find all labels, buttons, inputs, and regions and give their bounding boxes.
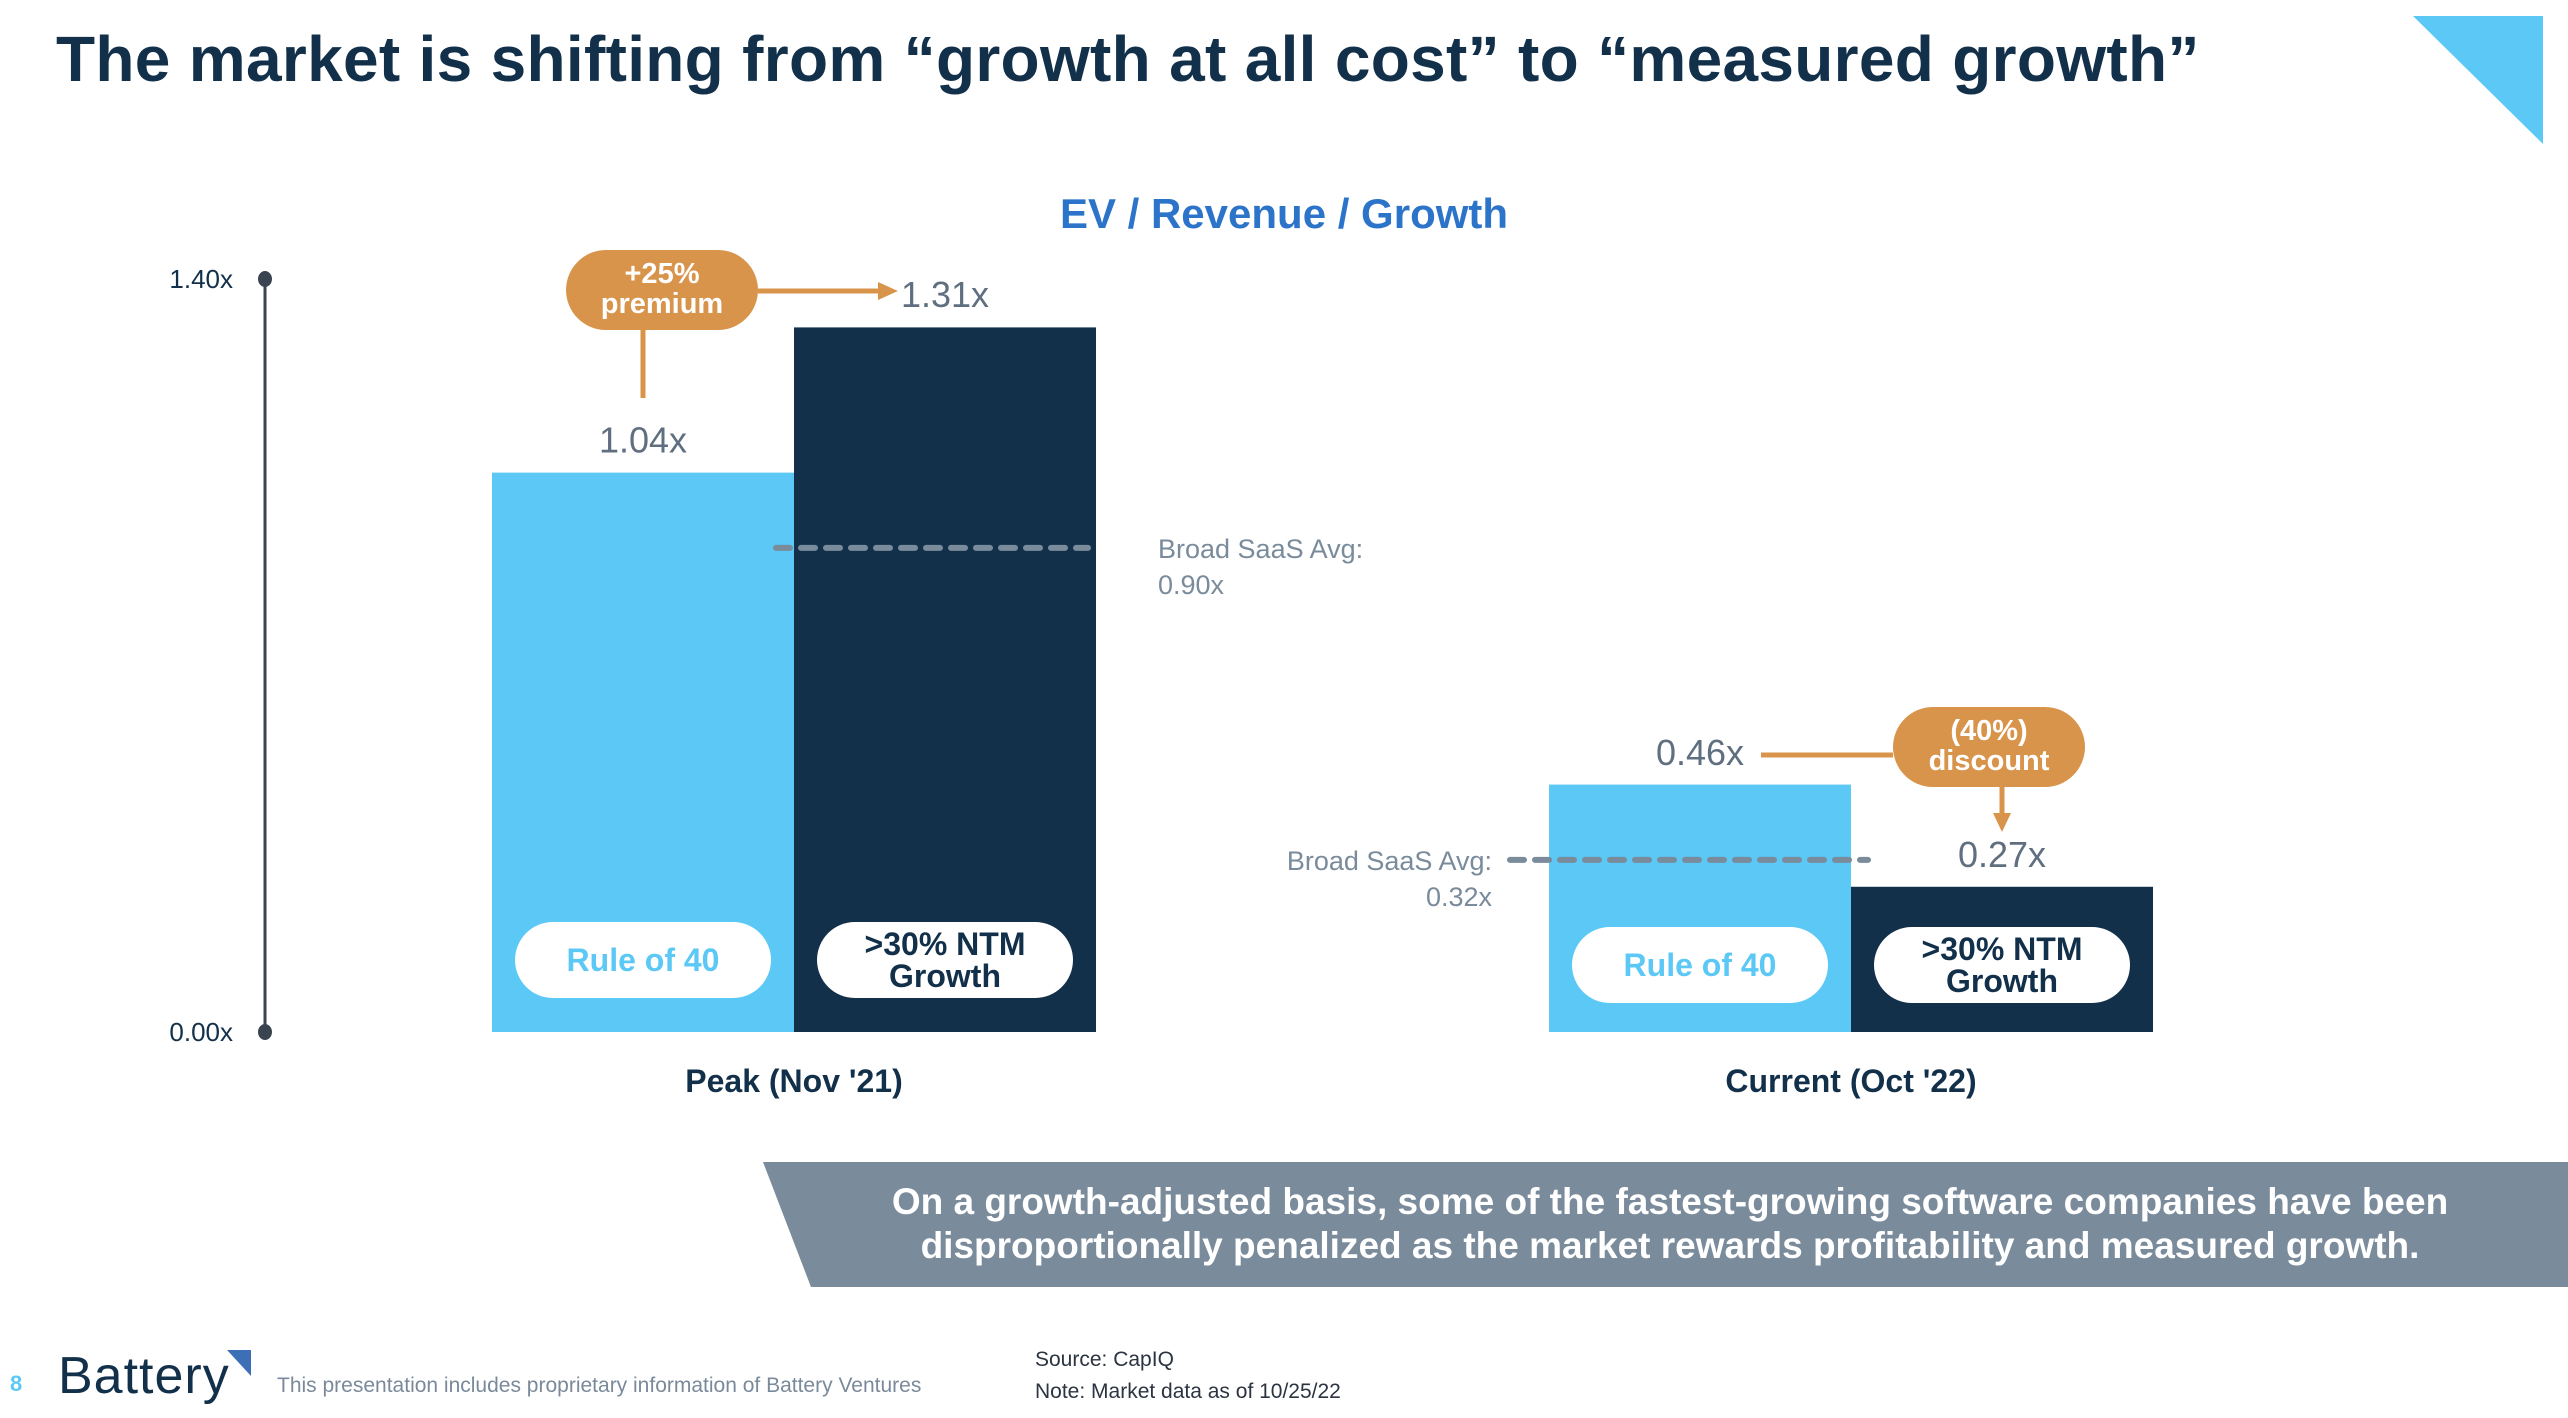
value-label: 0.46x [1656,732,1744,773]
y-axis-endpoint-1 [258,271,272,287]
reference-label: 0.32x [1426,882,1493,912]
discount-callout-text: (40%) [1950,715,2027,747]
ev-revenue-growth-chart: EV / Revenue / Growth 0.00x 1.40x Rule of 4… [169,190,2153,1099]
premium-callout [566,250,758,330]
corner-accent-triangle [2413,16,2543,144]
source-text: Source: CapIQ [1035,1348,1174,1371]
y-axis-endpoint-0 [258,1024,272,1040]
series-pill-text: Growth [889,958,1001,994]
chart-title: EV / Revenue / Growth [1060,190,1508,237]
series-pill-text: Rule of 40 [567,942,720,978]
y-tick-label: 1.40x [169,264,233,294]
source-notes: Source: CapIQ Note: Market data as of 10… [1035,1344,1341,1408]
note-text: Note: Market data as of 10/25/22 [1035,1380,1341,1403]
page-number: 8 [10,1371,23,1396]
caption-text: On a growth-adjusted basis, some of the … [891,1181,2449,1266]
premium-callout-text: +25% [625,258,700,290]
disclaimer: This presentation includes proprietary i… [277,1374,922,1397]
y-tick-label: 0.00x [169,1017,233,1047]
premium-arrow-head-icon [878,282,898,300]
bar-ntm-growth [794,327,1096,1033]
series-pill-label [515,922,771,998]
value-label: 1.31x [901,274,989,315]
series-pill-label [1874,927,2130,1003]
value-label: 1.04x [599,420,687,461]
reference-label: Broad SaaS Avg: [1158,534,1363,564]
caption-banner [763,1162,2568,1287]
reference-label: Broad SaaS Avg: [1287,846,1492,876]
discount-callout [1893,707,2085,787]
discount-arrow-head-icon [1993,813,2011,832]
category-label: Current (Oct '22) [1725,1063,1976,1099]
series-pill-text: >30% NTM [865,926,1026,962]
series-pill-label [817,922,1073,998]
series-pill-text: Rule of 40 [1624,947,1777,983]
category-label: Peak (Nov '21) [685,1063,902,1099]
logo-mark-icon [227,1350,251,1376]
premium-callout-text: premium [601,288,723,320]
slide-title: The market is shifting from “growth at a… [56,23,2200,95]
series-pill-text: Growth [1946,963,2058,999]
discount-callout-text: discount [1929,745,2050,777]
reference-label: 0.90x [1158,570,1225,600]
value-label: 0.27x [1958,834,2046,875]
series-pill-text: >30% NTM [1922,931,2083,967]
battery-logo: Battery [58,1347,230,1405]
series-pill-label [1572,927,1828,1003]
